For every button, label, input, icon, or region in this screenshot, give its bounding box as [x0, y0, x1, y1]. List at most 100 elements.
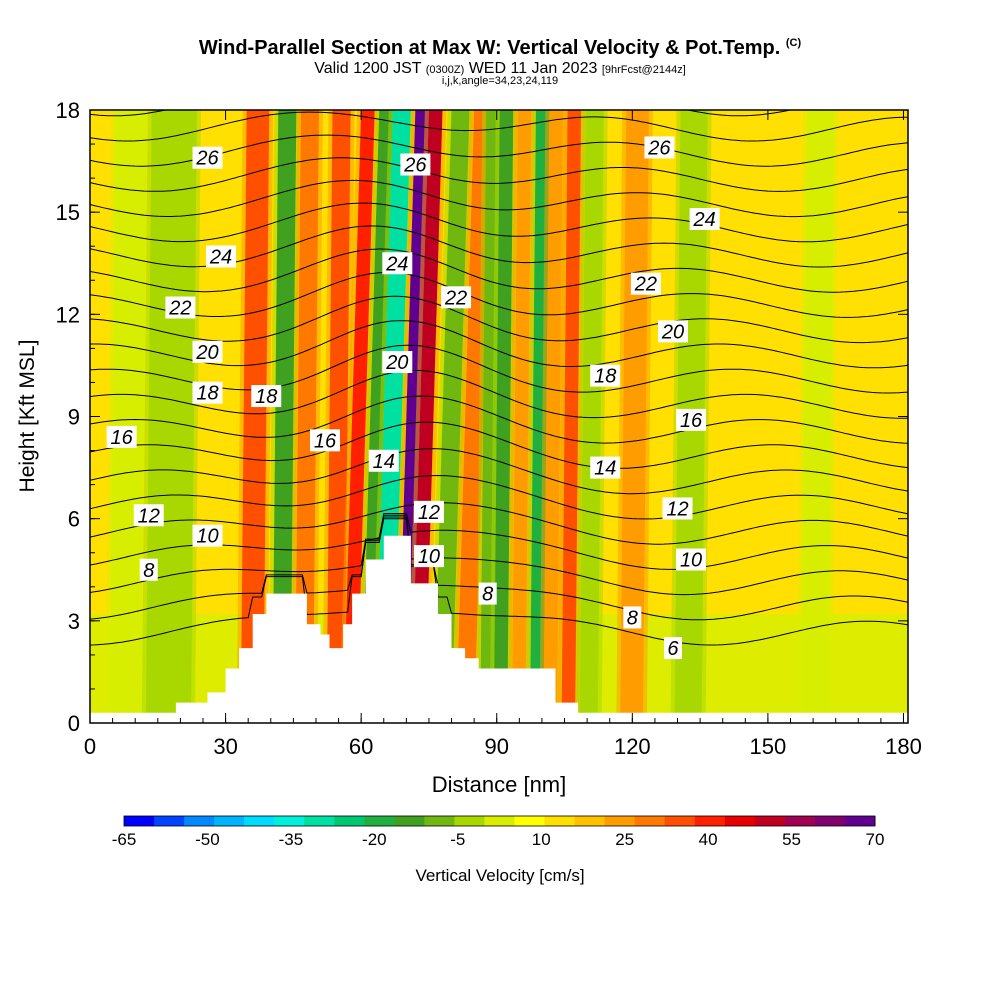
- contour-label: 24: [689, 207, 720, 231]
- terrain-mask: [90, 535, 908, 723]
- colorbar-tick-label: -50: [195, 830, 220, 849]
- colorbar-swatch: [154, 816, 185, 826]
- theta-contour-line: [90, 157, 908, 192]
- theta-contour-line: [90, 516, 908, 621]
- contour-label: 12: [133, 504, 164, 527]
- velocity-band: [343, 110, 375, 723]
- velocity-band: [493, 110, 514, 723]
- colorbar-tick-label: -35: [279, 830, 304, 849]
- colorbar-tick-label: 55: [782, 830, 801, 849]
- chart-title: Wind-Parallel Section at Max W: Vertical…: [198, 37, 802, 59]
- theta-contour-line: [90, 248, 908, 293]
- theta-contour-line: [90, 395, 908, 444]
- svg-text:14: 14: [373, 451, 395, 473]
- velocity-band: [801, 110, 835, 723]
- colorbar-swatch: [364, 816, 395, 826]
- svg-text:10: 10: [196, 526, 218, 548]
- contour-label: 12: [662, 497, 693, 520]
- contour-label: 26: [192, 146, 223, 170]
- theta-contour-line: [90, 271, 908, 318]
- velocity-band: [511, 110, 532, 723]
- contour-label: 16: [310, 429, 341, 452]
- svg-text:24: 24: [209, 246, 232, 268]
- svg-text:20: 20: [195, 342, 218, 364]
- colorbar-tick-label: -5: [450, 830, 465, 849]
- svg-text:22: 22: [168, 298, 191, 320]
- contour-label: 20: [192, 340, 223, 364]
- svg-text:14: 14: [594, 458, 616, 480]
- x-tick-label: 90: [484, 734, 508, 759]
- contour-label: 16: [106, 425, 137, 449]
- colorbar-swatch: [694, 816, 726, 826]
- velocity-field: [90, 110, 908, 723]
- theta-contour-line: [90, 320, 908, 369]
- svg-text:26: 26: [403, 154, 427, 176]
- contour-label: 22: [630, 272, 661, 296]
- colorbar-swatch: [274, 816, 305, 826]
- svg-text:12: 12: [138, 505, 160, 527]
- colorbar-swatch: [244, 816, 275, 826]
- x-axis-label: Distance [nm]: [432, 772, 567, 797]
- colorbar-swatch: [844, 816, 876, 826]
- axes: 0 30 60 90 120 150 180 0 3 6 9 12 15 18: [56, 98, 922, 759]
- colorbar-swatch: [814, 816, 846, 826]
- y-tick-label: 18: [56, 98, 80, 123]
- theta-contours: [90, 110, 908, 646]
- contour-label: 22: [441, 286, 472, 309]
- svg-text:16: 16: [680, 410, 703, 432]
- contour-label: 16: [676, 408, 707, 432]
- colorbar-swatch: [184, 816, 215, 826]
- colorbar-tick-label: -65: [112, 830, 137, 849]
- colorbar-label: Vertical Velocity [cm/s]: [415, 866, 584, 885]
- contour-label: 8: [623, 606, 642, 629]
- svg-text:24: 24: [385, 253, 408, 275]
- contour-label: 10: [676, 548, 707, 572]
- contour-label: 6: [663, 637, 682, 660]
- y-tick-label: 3: [68, 609, 80, 634]
- colorbar-swatch: [484, 816, 516, 826]
- y-tick-label: 9: [68, 405, 80, 430]
- y-axis-label: Height [Kft MSL]: [16, 340, 39, 493]
- colorbar-swatch: [754, 816, 786, 826]
- svg-text:8: 8: [482, 584, 493, 606]
- colorbar-swatch: [724, 816, 756, 826]
- theta-contour-line: [90, 344, 908, 394]
- contour-label: 26: [644, 136, 675, 159]
- svg-text:22: 22: [634, 274, 657, 296]
- svg-text:26: 26: [195, 148, 219, 170]
- svg-text:26: 26: [647, 137, 671, 159]
- x-tick-label: 30: [213, 734, 237, 759]
- theta-contour-line: [90, 448, 908, 495]
- svg-text:12: 12: [418, 502, 440, 524]
- theta-contour-line: [90, 502, 908, 545]
- colorbar-tick-label: 10: [532, 830, 551, 849]
- colorbar-swatch: [424, 816, 455, 826]
- theta-contour-line: [90, 110, 793, 117]
- svg-text:24: 24: [693, 209, 716, 231]
- svg-text:12: 12: [666, 498, 688, 520]
- contour-label: 26: [400, 153, 431, 176]
- velocity-band: [109, 110, 148, 723]
- svg-text:20: 20: [385, 352, 408, 374]
- velocity-band: [410, 110, 443, 723]
- theta-contour-line: [90, 513, 908, 570]
- theta-contour-line: [90, 134, 908, 167]
- contour-label: 14: [590, 456, 621, 480]
- colorbar-swatch: [544, 816, 576, 826]
- colorbar-swatch: [784, 816, 816, 826]
- svg-text:22: 22: [444, 287, 467, 309]
- colorbar-swatch: [124, 816, 155, 826]
- velocity-band: [579, 110, 604, 723]
- theta-contour-line: [90, 111, 908, 142]
- theta-contour-line: [90, 295, 908, 344]
- colorbar-tick-label: 40: [699, 830, 718, 849]
- theta-contour-line: [90, 369, 908, 419]
- chart-indices: i,j,k,angle=34,23,24,119: [441, 75, 559, 87]
- colorbar-swatch: [514, 816, 546, 826]
- colorbar-swatch: [394, 816, 425, 826]
- contour-label: 22: [165, 296, 196, 320]
- velocity-band: [543, 110, 564, 723]
- theta-contour-line: [90, 518, 908, 646]
- colorbar-swatch: [664, 816, 696, 826]
